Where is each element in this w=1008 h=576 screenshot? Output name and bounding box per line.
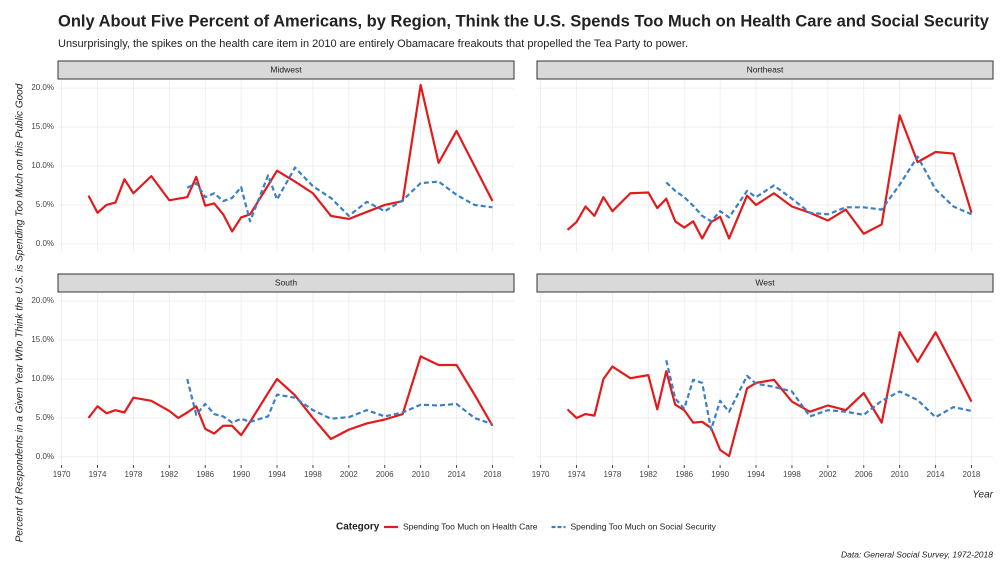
x-axis-label: Year (972, 490, 993, 501)
x-tick-label: 2006 (855, 470, 873, 479)
y-tick-label: 0.0% (36, 239, 54, 248)
series-line (665, 155, 972, 223)
y-tick-label: 15.0% (31, 122, 54, 131)
caption: Data: General Social Survey, 1972-2018 (841, 549, 993, 559)
x-tick-label: 1998 (783, 470, 801, 479)
legend-label: Spending Too Much on Health Care (403, 521, 538, 531)
x-tick-label: 2010 (891, 470, 909, 479)
x-tick-label: 1970 (53, 470, 71, 479)
x-tick-label: 1982 (639, 470, 657, 479)
x-tick-label: 2018 (484, 470, 502, 479)
x-tick-label: 1974 (568, 470, 586, 479)
series-line (566, 331, 973, 458)
x-tick-label: 1970 (532, 470, 550, 479)
x-tick-label: 2002 (819, 470, 837, 479)
chart-subtitle: Unsurprisingly, the spikes on the health… (58, 38, 688, 50)
series-line (186, 378, 493, 426)
x-tick-label: 1994 (747, 470, 765, 479)
series-line (186, 166, 493, 223)
series-line (665, 360, 972, 431)
x-tick-label: 2010 (412, 470, 430, 479)
x-tick-label: 1994 (268, 470, 286, 479)
legend-label: Spending Too Much on Social Security (571, 521, 717, 531)
x-tick-label: 2002 (340, 470, 358, 479)
y-tick-label: 10.0% (31, 374, 54, 383)
facet-panel: Northeast (536, 60, 994, 252)
facet-label: South (275, 277, 297, 287)
x-tick-label: 1986 (196, 470, 214, 479)
facet-label: Midwest (270, 64, 302, 74)
facet-strip (536, 60, 994, 80)
x-tick-label: 2014 (448, 470, 466, 479)
series-line (566, 114, 973, 240)
x-tick-label: 1978 (125, 470, 143, 479)
y-tick-label: 5.0% (36, 413, 54, 422)
facet-strip (57, 273, 515, 293)
x-tick-label: 1990 (232, 470, 250, 479)
x-tick-label: 1982 (160, 470, 178, 479)
series-line (87, 83, 494, 233)
y-tick-label: 15.0% (31, 335, 54, 344)
x-tick-label: 1998 (304, 470, 322, 479)
x-tick-label: 2014 (927, 470, 945, 479)
facet-label: Northeast (747, 64, 784, 74)
y-tick-label: 0.0% (36, 452, 54, 461)
facet-panel: Midwest 0.0% 5.0% 10.0% 15.0% 20.0% (31, 60, 515, 252)
x-tick-label: 1990 (711, 470, 729, 479)
y-tick-label: 20.0% (31, 83, 54, 92)
x-tick-label: 1974 (89, 470, 107, 479)
series-line (87, 355, 494, 441)
legend: Category Spending Too Much on Health Car… (336, 521, 717, 532)
legend-title: Category (336, 522, 380, 533)
facet-panel: South 0.0% 5.0% 10.0% 15.0% 20.0% 1970 1974 1978… (31, 273, 515, 479)
y-axis-label: Percent of Respondents in a Given Year W… (15, 83, 26, 542)
facet-strip (536, 273, 994, 293)
y-tick-label: 20.0% (31, 296, 54, 305)
x-tick-label: 2018 (963, 470, 981, 479)
y-tick-label: 10.0% (31, 161, 54, 170)
x-tick-label: 2006 (376, 470, 394, 479)
facet-strip (57, 60, 515, 80)
facet-panel: West 1970 1974 1978 1982 1986 1990 1994 1998 2002… (532, 273, 994, 479)
x-tick-label: 1978 (604, 470, 622, 479)
x-tick-label: 1986 (675, 470, 693, 479)
chart-title: Only About Five Percent of Americans, by… (58, 12, 990, 30)
y-tick-label: 5.0% (36, 200, 54, 209)
facet-label: West (755, 277, 775, 287)
